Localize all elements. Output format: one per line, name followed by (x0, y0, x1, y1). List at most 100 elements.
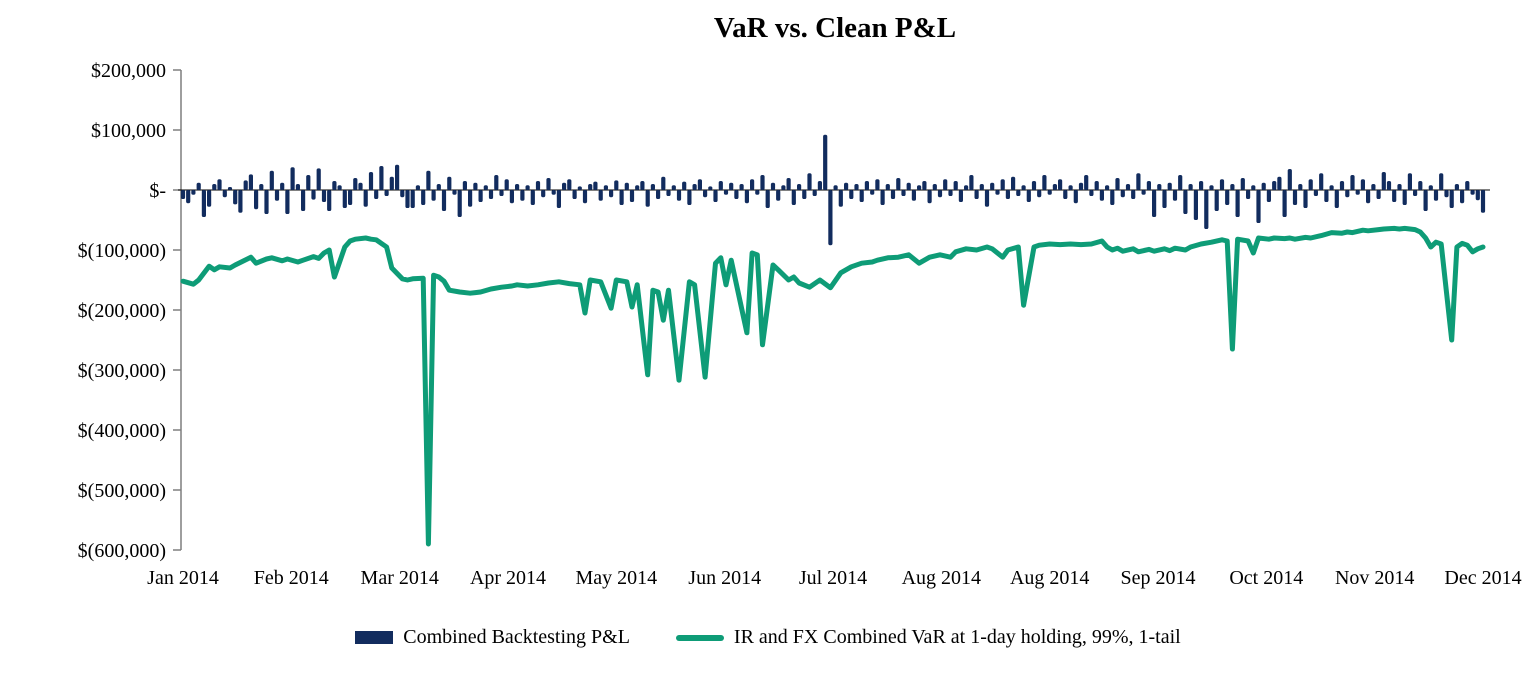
pnl-bar (1449, 190, 1454, 208)
pnl-bar (958, 190, 963, 202)
y-axis-label: $(300,000) (78, 360, 166, 382)
pnl-bar (426, 170, 431, 190)
x-axis-label: Mar 2014 (361, 567, 439, 589)
pnl-bar (844, 182, 849, 190)
pnl-bar (1246, 190, 1251, 199)
pnl-bar (906, 182, 911, 190)
pnl-bar (1052, 184, 1057, 190)
pnl-bar (1308, 179, 1313, 190)
pnl-bar (201, 190, 206, 217)
pnl-bar (410, 190, 415, 208)
pnl-bar (692, 184, 697, 190)
pnl-bar (1475, 190, 1480, 201)
pnl-bar (838, 190, 843, 207)
pnl-bar (274, 190, 280, 201)
pnl-bar (964, 185, 969, 190)
pnl-bar (870, 190, 875, 195)
pnl-bar (436, 184, 441, 190)
pnl-bar (1460, 190, 1465, 204)
pnl-bar (478, 190, 483, 202)
pnl-bar (718, 181, 723, 190)
pnl-bar (1094, 181, 1099, 190)
pnl-bar (786, 178, 791, 190)
pnl-bar (556, 190, 561, 208)
pnl-bar (321, 190, 327, 202)
pnl-bar (1031, 181, 1037, 190)
pnl-bar (196, 182, 201, 190)
pnl-bar (1131, 190, 1136, 199)
pnl-bar (395, 164, 400, 190)
pnl-bar (1146, 181, 1151, 190)
y-axis-label: $100,000 (91, 120, 166, 142)
pnl-bar (1329, 185, 1334, 190)
pnl-bar (1287, 169, 1292, 190)
pnl-bar (849, 190, 854, 199)
pnl-bar (927, 190, 932, 204)
pnl-bar (295, 184, 300, 190)
pnl-bar (1282, 190, 1287, 217)
pnl-bar (656, 190, 661, 199)
y-axis-label: $(200,000) (78, 300, 166, 322)
x-axis-label: Jan 2014 (147, 567, 219, 589)
pnl-bar (332, 181, 337, 190)
pnl-bar (222, 190, 227, 198)
pnl-bar (1428, 185, 1433, 190)
pnl-bar (227, 187, 233, 190)
pnl-bar (1235, 190, 1240, 217)
pnl-bar (572, 190, 577, 199)
pnl-bar (530, 190, 535, 205)
pnl-bar (180, 190, 186, 199)
pnl-bar (535, 181, 541, 190)
pnl-bar (1313, 190, 1318, 196)
pnl-bar (306, 175, 311, 190)
pnl-bar (452, 190, 457, 195)
pnl-bar (1256, 190, 1261, 223)
pnl-bar (1407, 173, 1412, 190)
pnl-bar (943, 179, 948, 190)
y-axis-label: $- (149, 180, 166, 202)
pnl-bar (666, 190, 671, 196)
pnl-bar (1439, 173, 1444, 190)
pnl-bar (520, 190, 525, 201)
pnl-bar (723, 190, 729, 195)
pnl-bar (1423, 190, 1428, 211)
pnl-bar (1068, 185, 1073, 190)
pnl-bar (1162, 190, 1167, 208)
pnl-bar (280, 182, 285, 190)
pnl-bar (1084, 175, 1089, 190)
pnl-bar (1026, 190, 1031, 202)
pnl-bar (661, 176, 666, 190)
y-axis-label: $(400,000) (78, 420, 166, 442)
pnl-bar (854, 184, 859, 190)
legend-item-pnl: Combined Backtesting P&L (355, 626, 630, 649)
pnl-bar (823, 134, 828, 190)
pnl-bar (415, 185, 420, 190)
pnl-bar (901, 190, 906, 196)
pnl-bar (1219, 179, 1225, 190)
pnl-bar (713, 190, 718, 202)
pnl-bar (760, 175, 765, 190)
pnl-bar (1298, 184, 1303, 190)
pnl-bar (640, 181, 645, 190)
pnl-bar (1381, 172, 1386, 190)
pnl-bar (515, 184, 520, 190)
pnl-bar (1319, 173, 1324, 190)
pnl-bar (1277, 176, 1282, 190)
pnl-bar (1402, 190, 1407, 205)
legend-var-label: IR and FX Combined VaR at 1-day holding,… (733, 626, 1181, 648)
pnl-bar (802, 190, 807, 199)
pnl-bar (290, 167, 295, 190)
pnl-bar (979, 184, 984, 190)
pnl-bar (316, 168, 321, 190)
pnl-bar (327, 190, 332, 211)
y-axis-label: $200,000 (91, 60, 166, 82)
x-axis-label: Apr 2014 (470, 567, 546, 589)
pnl-bar (1386, 181, 1392, 190)
pnl-bar (483, 185, 488, 190)
bar-series (180, 134, 1486, 246)
pnl-bar (1230, 184, 1235, 190)
pnl-bar (650, 184, 655, 190)
pnl-bar (1172, 190, 1178, 201)
pnl-bar (457, 190, 462, 217)
pnl-bar (682, 181, 687, 190)
